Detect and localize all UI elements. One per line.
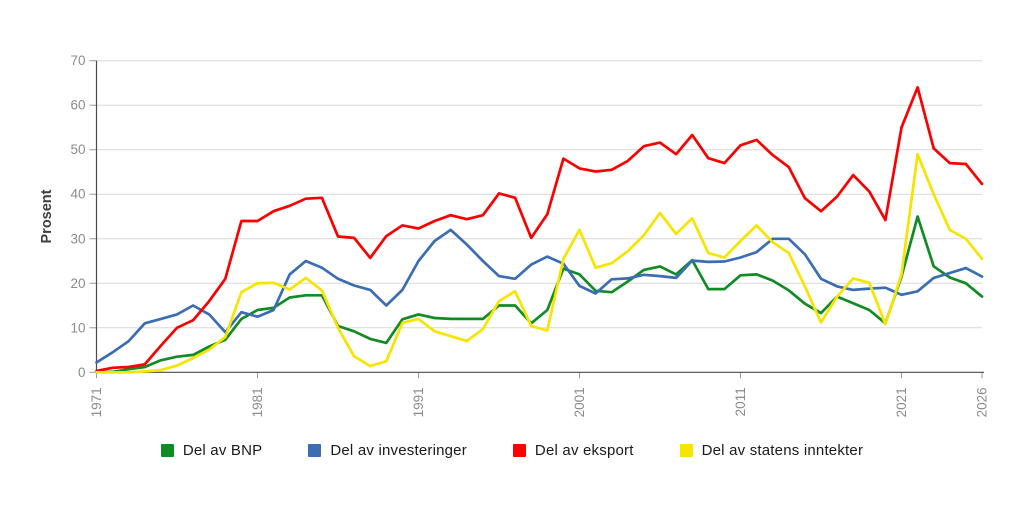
series-line-del-av-bnp xyxy=(95,215,984,374)
legend-label: Del av investeringer xyxy=(330,442,467,459)
y-tick-label-70: 70 xyxy=(70,53,85,68)
y-tick-label-40: 40 xyxy=(70,187,85,202)
y-tick-label-0: 0 xyxy=(78,365,86,380)
series-swatch-red xyxy=(512,444,526,457)
series-swatch-blue xyxy=(308,444,322,457)
legend-item-del-av-eksport[interactable]: Del av eksport xyxy=(512,442,634,459)
legend-label: Del av statens inntekter xyxy=(701,442,864,459)
x-tick-label-2001: 2001 xyxy=(572,387,587,417)
x-tick-label-1971: 1971 xyxy=(89,387,104,417)
y-tick-label-60: 60 xyxy=(70,98,85,113)
series-line-del-av-eksport xyxy=(95,86,984,373)
series-swatch-yellow xyxy=(679,444,693,457)
y-tick-label-10: 10 xyxy=(70,320,85,335)
series-swatch-green xyxy=(160,444,174,457)
series-line-del-av-investeringer xyxy=(95,228,984,364)
y-tick-label-30: 30 xyxy=(70,231,85,246)
x-tick-label-2026: 2026 xyxy=(975,387,990,417)
legend-item-del-av-statens-inntekter[interactable]: Del av statens inntekter xyxy=(679,442,864,459)
legend-item-del-av-bnp[interactable]: Del av BNP xyxy=(160,442,263,459)
series-line-del-av-statens-inntekter xyxy=(95,152,984,374)
legend-label: Del av eksport xyxy=(534,442,634,459)
legend: Del av BNP Del av investeringer Del av e… xyxy=(0,442,1024,459)
x-tick-label-2011: 2011 xyxy=(733,387,748,416)
x-tick-label-1981: 1981 xyxy=(250,387,265,417)
y-tick-label-20: 20 xyxy=(70,276,85,291)
y-tick-label-50: 50 xyxy=(70,142,85,157)
legend-item-del-av-investeringer[interactable]: Del av investeringer xyxy=(308,442,467,459)
legend-label: Del av BNP xyxy=(182,442,263,459)
x-tick-label-2021: 2021 xyxy=(894,387,909,417)
y-axis-title: Prosent xyxy=(39,189,55,243)
plot-area: 0 10 20 30 40 50 60 70 1971 1981 1991 2001 2011 2021 2… xyxy=(39,53,990,417)
x-tick-label-1991: 1991 xyxy=(411,387,426,417)
